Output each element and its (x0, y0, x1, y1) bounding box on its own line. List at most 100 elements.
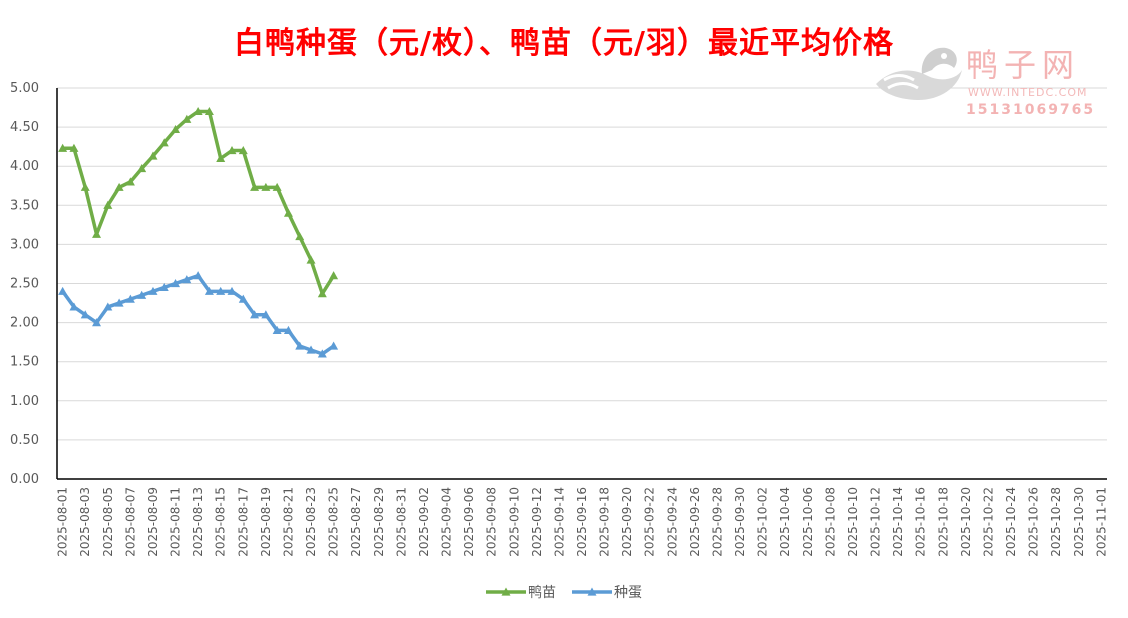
x-tick-label: 2025-08-11 (169, 487, 183, 557)
x-tick-label: 2025-09-16 (575, 487, 589, 557)
x-tick-label: 2025-10-24 (1004, 487, 1018, 557)
legend-label: 鸭苗 (528, 585, 556, 601)
watermark-brand: 鸭子网 (966, 46, 1081, 84)
data-point (92, 318, 102, 327)
x-tick-label: 2025-08-17 (236, 487, 250, 557)
x-tick-label: 2025-10-08 (823, 487, 837, 557)
data-point (58, 286, 68, 295)
data-point (306, 255, 316, 264)
data-point (238, 294, 248, 303)
legend-marker (587, 587, 597, 596)
data-point (317, 289, 327, 298)
data-point (159, 138, 169, 147)
data-point (80, 182, 90, 191)
data-point (171, 279, 181, 288)
x-tick-label: 2025-10-18 (936, 487, 950, 557)
data-point (69, 302, 79, 311)
x-tick-label: 2025-08-01 (56, 487, 70, 557)
x-tick-label: 2025-08-19 (259, 487, 273, 557)
duck-logo-icon (876, 47, 962, 100)
x-tick-label: 2025-09-04 (440, 487, 454, 557)
x-tick-label: 2025-09-28 (710, 487, 724, 557)
gridlines (57, 87, 1107, 441)
data-point (114, 298, 124, 307)
x-tick-labels: 2025-08-01 2025-08-03 2025-08-05 2025-08-07… (56, 487, 1109, 557)
series-line-2 (61, 273, 335, 356)
x-tick-label: 2025-09-20 (620, 487, 634, 557)
x-tick-label: 2025-09-14 (552, 487, 566, 557)
x-tick-label: 2025-08-13 (191, 487, 205, 557)
data-point (204, 106, 214, 116)
data-point (238, 146, 248, 155)
data-point (329, 271, 339, 280)
data-point (227, 286, 237, 295)
data-point (137, 290, 147, 299)
x-tick-label: 2025-10-20 (959, 487, 973, 557)
data-point (250, 310, 260, 319)
x-tick-label: 2025-09-10 (507, 487, 521, 557)
x-tick-label: 2025-11-01 (1094, 487, 1108, 557)
x-tick-label: 2025-09-12 (530, 487, 544, 557)
data-point (103, 200, 113, 209)
y-tick-label: 0.50 (10, 433, 39, 448)
data-point (159, 282, 169, 292)
x-tick-label: 2025-10-14 (891, 487, 905, 557)
x-tick-label: 2025-09-30 (733, 487, 747, 557)
data-point (182, 114, 192, 123)
x-tick-label: 2025-09-06 (462, 487, 476, 557)
data-point (193, 106, 203, 116)
x-tick-label: 2025-10-30 (1072, 487, 1086, 557)
x-tick-label: 2025-08-27 (349, 487, 363, 557)
x-tick-label: 2025-09-18 (598, 487, 612, 557)
x-tick-label: 2025-10-04 (778, 487, 792, 557)
x-tick-label: 2025-08-09 (146, 487, 160, 557)
data-point (216, 286, 226, 295)
data-point (329, 341, 339, 350)
x-tick-label: 2025-10-26 (1027, 487, 1041, 557)
data-point (193, 271, 203, 280)
data-point (125, 294, 135, 303)
data-point (148, 286, 158, 295)
data-point (171, 124, 181, 134)
x-tick-label: 2025-09-02 (417, 487, 431, 557)
data-point (125, 177, 135, 186)
x-tick-label: 2025-08-15 (214, 487, 228, 557)
legend-label: 种蛋 (614, 585, 642, 601)
legend: 鸭苗 种蛋 (486, 585, 642, 601)
data-point (283, 208, 293, 217)
data-point (69, 143, 79, 152)
x-tick-label: 2025-08-07 (123, 487, 137, 557)
data-point (261, 182, 271, 191)
data-point (295, 341, 305, 350)
x-tick-label: 2025-08-21 (281, 487, 295, 557)
y-tick-label: 2.00 (10, 316, 39, 331)
data-point (317, 349, 327, 358)
data-point (92, 229, 102, 238)
x-tick-label: 2025-10-02 (756, 487, 770, 557)
chart-title: 白鸭种蛋（元/枚）、鸭苗（元/羽）最近平均价格 (234, 26, 894, 61)
x-tick-label: 2025-10-12 (869, 487, 883, 557)
data-point (216, 153, 226, 162)
y-tick-label: 0.00 (10, 472, 39, 487)
x-tick-label: 2025-10-28 (1049, 487, 1063, 557)
x-tick-label: 2025-08-29 (372, 487, 386, 557)
y-tick-label: 4.50 (10, 120, 39, 135)
watermark: 鸭子网 WWW.INTEDC.COM 15131069765 (868, 40, 1118, 120)
y-tick-label: 3.50 (10, 198, 39, 213)
series-lines (58, 106, 339, 358)
x-tick-label: 2025-08-31 (394, 487, 408, 557)
x-tick-label: 2025-08-05 (101, 487, 115, 557)
data-point (58, 143, 68, 152)
x-tick-label: 2025-09-26 (688, 487, 702, 557)
data-point (272, 325, 282, 335)
series-line-1 (62, 109, 336, 296)
watermark-site: WWW.INTEDC.COM (968, 86, 1088, 99)
data-point (114, 182, 124, 191)
x-tick-label: 2025-10-10 (846, 487, 860, 557)
data-point (250, 182, 260, 191)
x-tick-label: 2025-10-16 (914, 487, 928, 557)
y-tick-label: 4.00 (10, 159, 39, 174)
x-tick-label: 2025-08-25 (327, 487, 341, 557)
y-tick-label: 3.00 (10, 237, 39, 252)
